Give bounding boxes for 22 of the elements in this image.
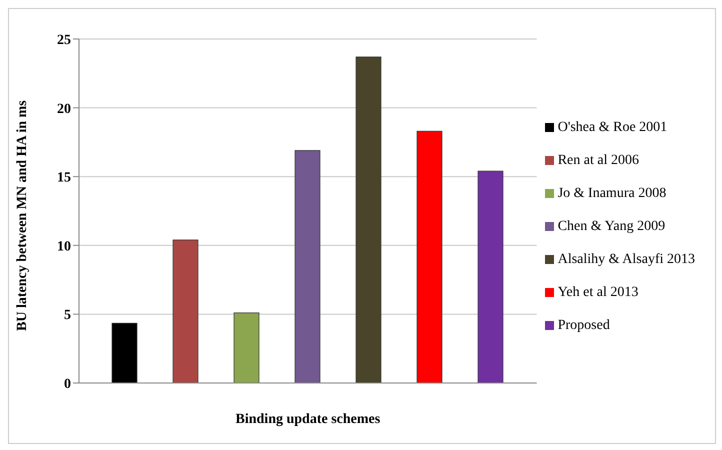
y-tick-label: 10 (57, 239, 71, 254)
bar (294, 150, 320, 383)
bar (172, 240, 198, 383)
legend-label: O'shea & Roe 2001 (558, 120, 668, 134)
legend-label: Alsalihy & Alsayfi 2013 (558, 252, 695, 266)
y-tick-label: 5 (64, 308, 71, 324)
legend-label: Proposed (558, 318, 610, 332)
y-axis-title: BU latency between MN and HA in ms (14, 100, 30, 331)
x-axis-title: Binding update schemes (236, 412, 381, 427)
legend-label: Jo & Inamura 2008 (558, 186, 666, 200)
legend-label: Yeh et al 2013 (558, 284, 638, 300)
y-tick-label: 0 (64, 376, 71, 392)
y-tick-label: 20 (57, 102, 71, 117)
y-tick-label: 25 (57, 32, 71, 48)
bar (478, 170, 504, 383)
bar (356, 56, 382, 383)
bar (234, 312, 260, 383)
y-tick-label: 15 (57, 170, 71, 186)
legend-label: Chen & Yang 2009 (558, 218, 666, 234)
bar (112, 322, 138, 383)
legend-label: Ren at al 2006 (558, 152, 639, 168)
bar (416, 130, 442, 383)
